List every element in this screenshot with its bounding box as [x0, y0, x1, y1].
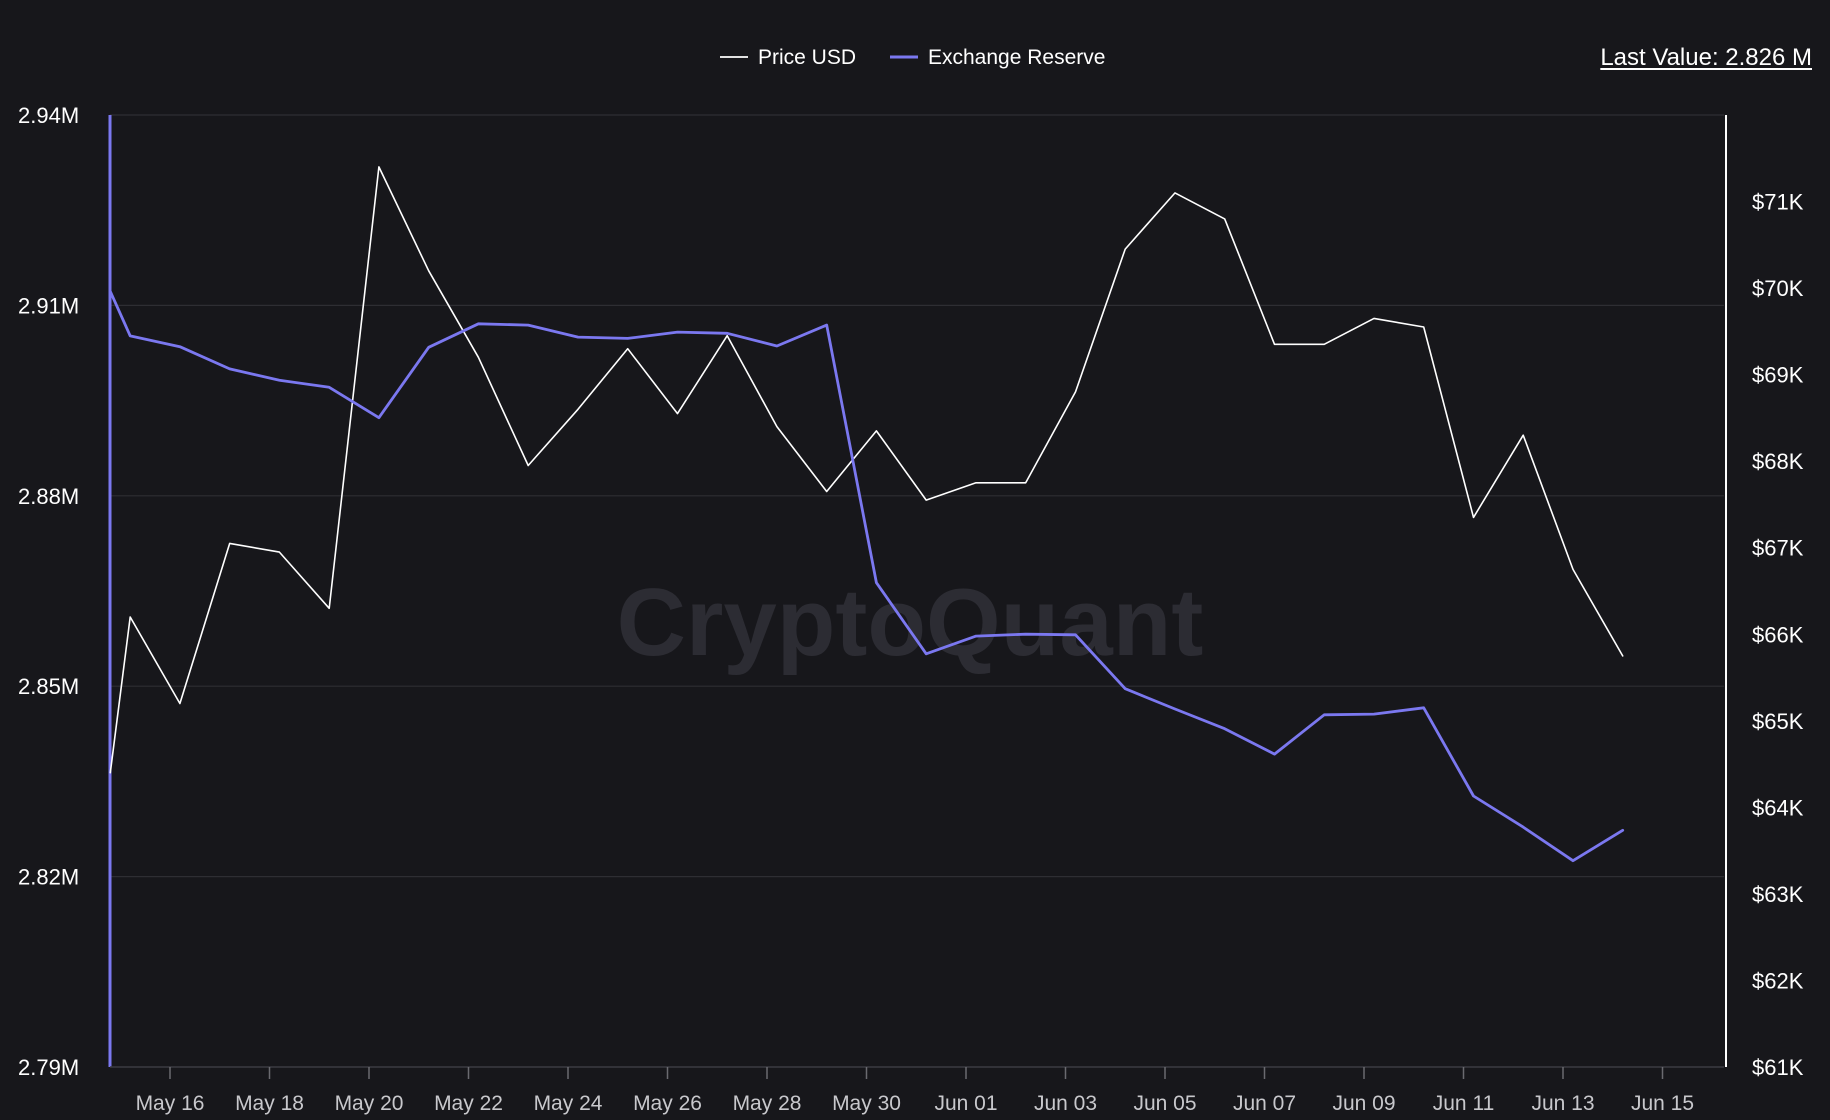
x-tick-label: May 18: [235, 1092, 304, 1115]
x-tick-label: May 24: [534, 1092, 603, 1115]
legend-label: Price USD: [758, 46, 856, 69]
x-tick-label: Jun 15: [1631, 1092, 1694, 1115]
x-tick-label: Jun 05: [1133, 1092, 1196, 1115]
y-left-tick-label: 2.88M: [18, 484, 79, 509]
x-tick-label: Jun 11: [1433, 1092, 1495, 1115]
x-tick-label: May 20: [335, 1092, 404, 1115]
x-tick-label: Jun 13: [1531, 1092, 1594, 1115]
exchange-reserve-line: [108, 289, 1625, 863]
x-tick-label: Jun 09: [1332, 1092, 1395, 1115]
y-right-tick-label: $66K: [1752, 622, 1804, 647]
x-tick-label: May 30: [832, 1092, 901, 1115]
x-tick-label: May 22: [434, 1092, 503, 1115]
x-tick-label: Jun 03: [1034, 1092, 1097, 1115]
y-left-tick-label: 2.85M: [18, 674, 79, 699]
price-usd-line: [109, 166, 1624, 774]
y-left-tick-label: 2.82M: [18, 865, 79, 890]
x-tick-label: May 16: [136, 1092, 205, 1115]
x-tick-label: May 28: [733, 1092, 802, 1115]
y-left-tick-label: 2.79M: [18, 1055, 79, 1080]
y-left-tick-label: 2.91M: [18, 293, 79, 318]
y-right-tick-label: $68K: [1752, 449, 1804, 474]
y-right-tick-label: $69K: [1752, 363, 1804, 388]
y-right-tick-label: $63K: [1752, 882, 1804, 907]
y-right-tick-label: $70K: [1752, 276, 1804, 301]
y-right-tick-label: $65K: [1752, 709, 1804, 734]
y-right-tick-label: $62K: [1752, 968, 1804, 993]
x-tick-label: May 26: [633, 1092, 702, 1115]
y-right-tick-label: $71K: [1752, 190, 1804, 215]
x-tick-label: Jun 07: [1233, 1092, 1296, 1115]
y-right-tick-label: $61K: [1752, 1055, 1804, 1080]
last-value-label[interactable]: Last Value: 2.826 M: [1600, 44, 1812, 71]
y-left-tick-label: 2.94M: [18, 103, 79, 128]
legend-label: Exchange Reserve: [928, 46, 1105, 69]
y-right-tick-label: $64K: [1752, 795, 1804, 820]
x-tick-label: Jun 01: [934, 1092, 997, 1115]
y-right-tick-label: $67K: [1752, 536, 1804, 561]
watermark: CryptoQuant: [617, 569, 1204, 676]
